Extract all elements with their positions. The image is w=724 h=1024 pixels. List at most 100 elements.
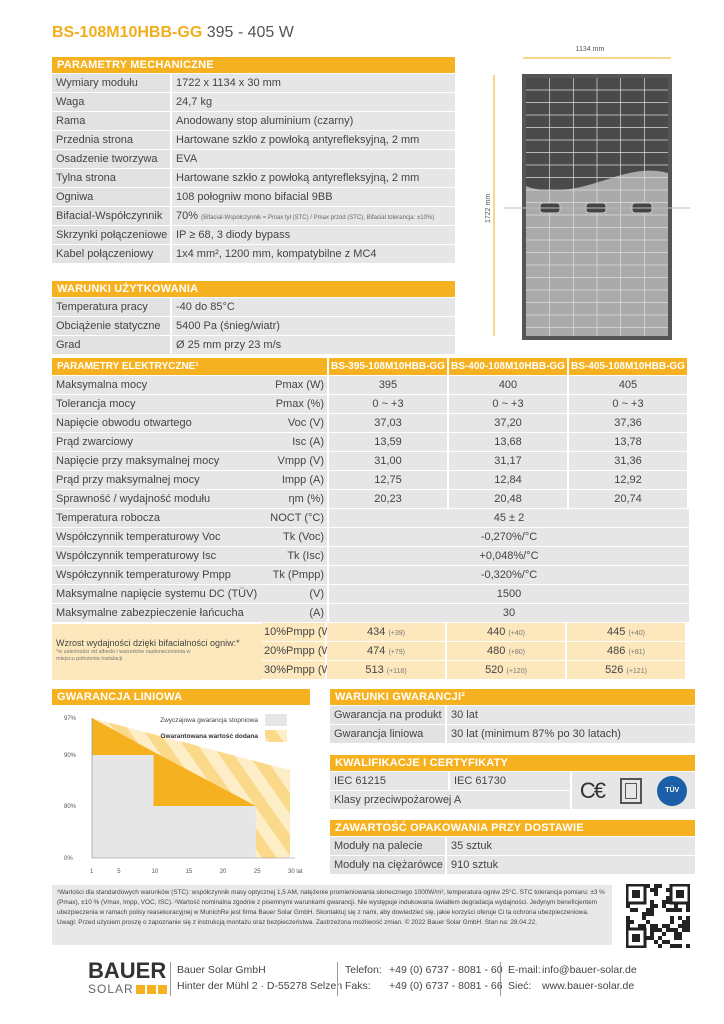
cert-logos: C€ TÜV	[572, 772, 695, 809]
value-text: 5400 Pa (śnieg/wiatr)	[176, 320, 280, 332]
power-value: 445	[607, 626, 626, 638]
row-label: Osadzenie tworzywa	[52, 150, 170, 168]
cell-value: 480 (+80)	[447, 642, 565, 660]
param-name: Maksymalne napięcie systemu DC (TÜV)	[56, 588, 258, 600]
power-value: 434	[367, 626, 386, 638]
row-label: Wymiary modułu	[52, 74, 170, 92]
qr-code[interactable]	[626, 884, 690, 948]
page-title: BS-108M10HBB-GG 395 - 405 W	[52, 24, 294, 42]
row-value: Hartowane szkło z powłoką antyrefleksyjn…	[172, 169, 455, 187]
bifacial-note: *w zależności od albedo i warunków nasło…	[56, 649, 191, 662]
value-text: 70%	[176, 210, 199, 222]
cell-value: 0 ~ +3	[569, 395, 687, 413]
electrical-title: PARAMETRY ELEKTRYCZNE¹	[52, 358, 327, 375]
row-label: Skrzynki połączeniowe	[52, 226, 170, 244]
table-row: Waga 24,7 kg	[52, 93, 455, 111]
cell-value: 0 ~ +3	[449, 395, 567, 413]
phone-label: Telefon:	[345, 964, 382, 976]
param-name: Napięcie obwodu otwartego	[56, 417, 192, 429]
cert-iec61730: IEC 61730	[450, 772, 570, 790]
row-label: Współczynnik temperaturowy Pmpp Tk (Pmpp)	[52, 566, 327, 584]
row-label: Moduły na ciężarówce	[330, 856, 445, 874]
table-row: Rama Anodowany stop aluminium (czarny)	[52, 112, 455, 130]
row-label: Rama	[52, 112, 170, 130]
value-text: Hartowane szkło z powłoką antyrefleksyjn…	[176, 134, 420, 146]
table-row: Maksymalne zabezpieczenie łańcucha (A) 30	[52, 604, 695, 622]
table-row: Prąd zwarciowy Isc (A) 13,59 13,68 13,78	[52, 433, 695, 451]
bifacial-row: 20% Pmpp (W) 474 (+79) 480 (+80) 486 (+81)	[262, 642, 695, 660]
cell-value: 486 (+81)	[567, 642, 685, 660]
row-label: Współczynnik temperaturowy Voc Tk (Voc)	[52, 528, 327, 546]
cell-value: 37,36	[569, 414, 687, 432]
bifacial-percent: 20%	[264, 645, 287, 657]
email-link[interactable]: info@bauer-solar.de	[542, 964, 637, 976]
class-ii-icon	[619, 777, 642, 804]
cell-value: 20,48	[449, 490, 567, 508]
web-label: Sieć:	[508, 980, 532, 992]
table-row: Temperatura robocza NOCT (°C) 45 ± 2	[52, 509, 695, 527]
row-label: Grad	[52, 336, 170, 354]
value-text: IP ≥ 68, 3 diody bypass	[176, 229, 291, 241]
row-label: Gwarancja liniowa	[330, 725, 445, 743]
row-label: Waga	[52, 93, 170, 111]
power-gain: (+40)	[508, 630, 525, 637]
param-unit: ηm (%)	[288, 493, 324, 505]
bifacial-unit: 10% Pmpp (W)	[262, 623, 336, 641]
warranty-table: Gwarancja na produkt 30 lat Gwarancja lini…	[330, 706, 695, 743]
power-value: 480	[487, 645, 506, 657]
row-label: Moduły na palecie	[330, 837, 445, 855]
row-label: Bifacial-Współczynnik	[52, 207, 170, 225]
row-label: Tolerancja mocy Pmax (%)	[52, 395, 327, 413]
usage-table: Temperatura pracy -40 do 85°C Obciążenie s…	[52, 298, 455, 354]
param-name: Sprawność / wydajność modułu	[56, 493, 211, 505]
row-value: 30 lat	[447, 706, 695, 724]
param-unit: NOCT (°C)	[270, 512, 324, 524]
cell-value-merged: -0,270%/°C	[329, 528, 689, 546]
model-header: BS-400-108M10HBB-GG	[449, 358, 567, 375]
legend-added-swatch	[265, 730, 287, 742]
param-unit: Impp (A)	[281, 474, 324, 486]
table-row: Sprawność / wydajność modułu ηm (%) 20,23 2…	[52, 490, 695, 508]
row-label: Maksymalna mocy Pmax (W)	[52, 376, 327, 394]
row-label: Prąd zwarciowy Isc (A)	[52, 433, 327, 451]
param-name: Współczynnik temperaturowy Pmpp	[56, 569, 231, 581]
table-row: Wymiary modułu 1722 x 1134 x 30 mm	[52, 74, 455, 92]
param-name: Prąd przy maksymalnej mocy	[56, 474, 200, 486]
power-gain: (+81)	[628, 649, 645, 656]
width-label: 1134 mm	[576, 46, 605, 53]
phone[interactable]: +49 (0) 6737 - 8081 - 60	[389, 964, 503, 976]
bifacial-param: Pmpp (W)	[286, 645, 336, 657]
value-text: Ø 25 mm przy 23 m/s	[176, 339, 282, 351]
power-gain: (+118)	[386, 668, 407, 675]
row-value: 5400 Pa (śnieg/wiatr)	[172, 317, 455, 335]
model-header: BS-395-108M10HBB-GG	[329, 358, 447, 375]
bifacial-label: Wzrost wydajności dzięki bifacialności o…	[52, 624, 262, 680]
row-label: Tylna strona	[52, 169, 170, 187]
table-row: Tolerancja mocy Pmax (%) 0 ~ +3 0 ~ +3 0 ~ +…	[52, 395, 695, 413]
row-value: EVA	[172, 150, 455, 168]
cell-value: 20,74	[569, 490, 687, 508]
param-unit: Vmpp (V)	[277, 455, 324, 467]
power-range: 395 - 405 W	[206, 24, 294, 41]
panel-drawing: 1134 mm 1722 mm	[485, 46, 690, 340]
param-name: Współczynnik temperaturowy Voc	[56, 531, 221, 543]
cell-value: 513 (+118)	[327, 661, 445, 679]
cell-value: 20,23	[329, 490, 447, 508]
logo-bottom: SOLAR	[88, 982, 134, 996]
table-row: Tylna strona Hartowane szkło z powłoką an…	[52, 169, 455, 187]
y-tick-label: 0%	[64, 856, 73, 862]
row-label: Obciążenie statyczne	[52, 317, 170, 335]
row-value: Anodowany stop aluminium (czarny)	[172, 112, 455, 130]
electrical-section: PARAMETRY ELEKTRYCZNE¹ BS-395-108M10HBB-…	[52, 358, 695, 680]
bifacial-title: Wzrost wydajności dzięki bifacialności o…	[56, 638, 240, 648]
website-link[interactable]: www.bauer-solar.de	[542, 980, 635, 992]
y-tick-label: 90%	[64, 753, 77, 759]
param-unit: Tk (Isc)	[287, 550, 324, 562]
legend-standard-swatch	[265, 714, 287, 726]
param-name: Współczynnik temperaturowy Isc	[56, 550, 217, 562]
table-row: Współczynnik temperaturowy Pmpp Tk (Pmpp)…	[52, 566, 695, 584]
footnote: ¹Wartości dla standardowych warunków (ST…	[52, 885, 612, 945]
param-unit: Voc (V)	[287, 417, 324, 429]
power-gain: (+120)	[506, 668, 527, 675]
cell-value-merged: -0,320%/°C	[329, 566, 689, 584]
